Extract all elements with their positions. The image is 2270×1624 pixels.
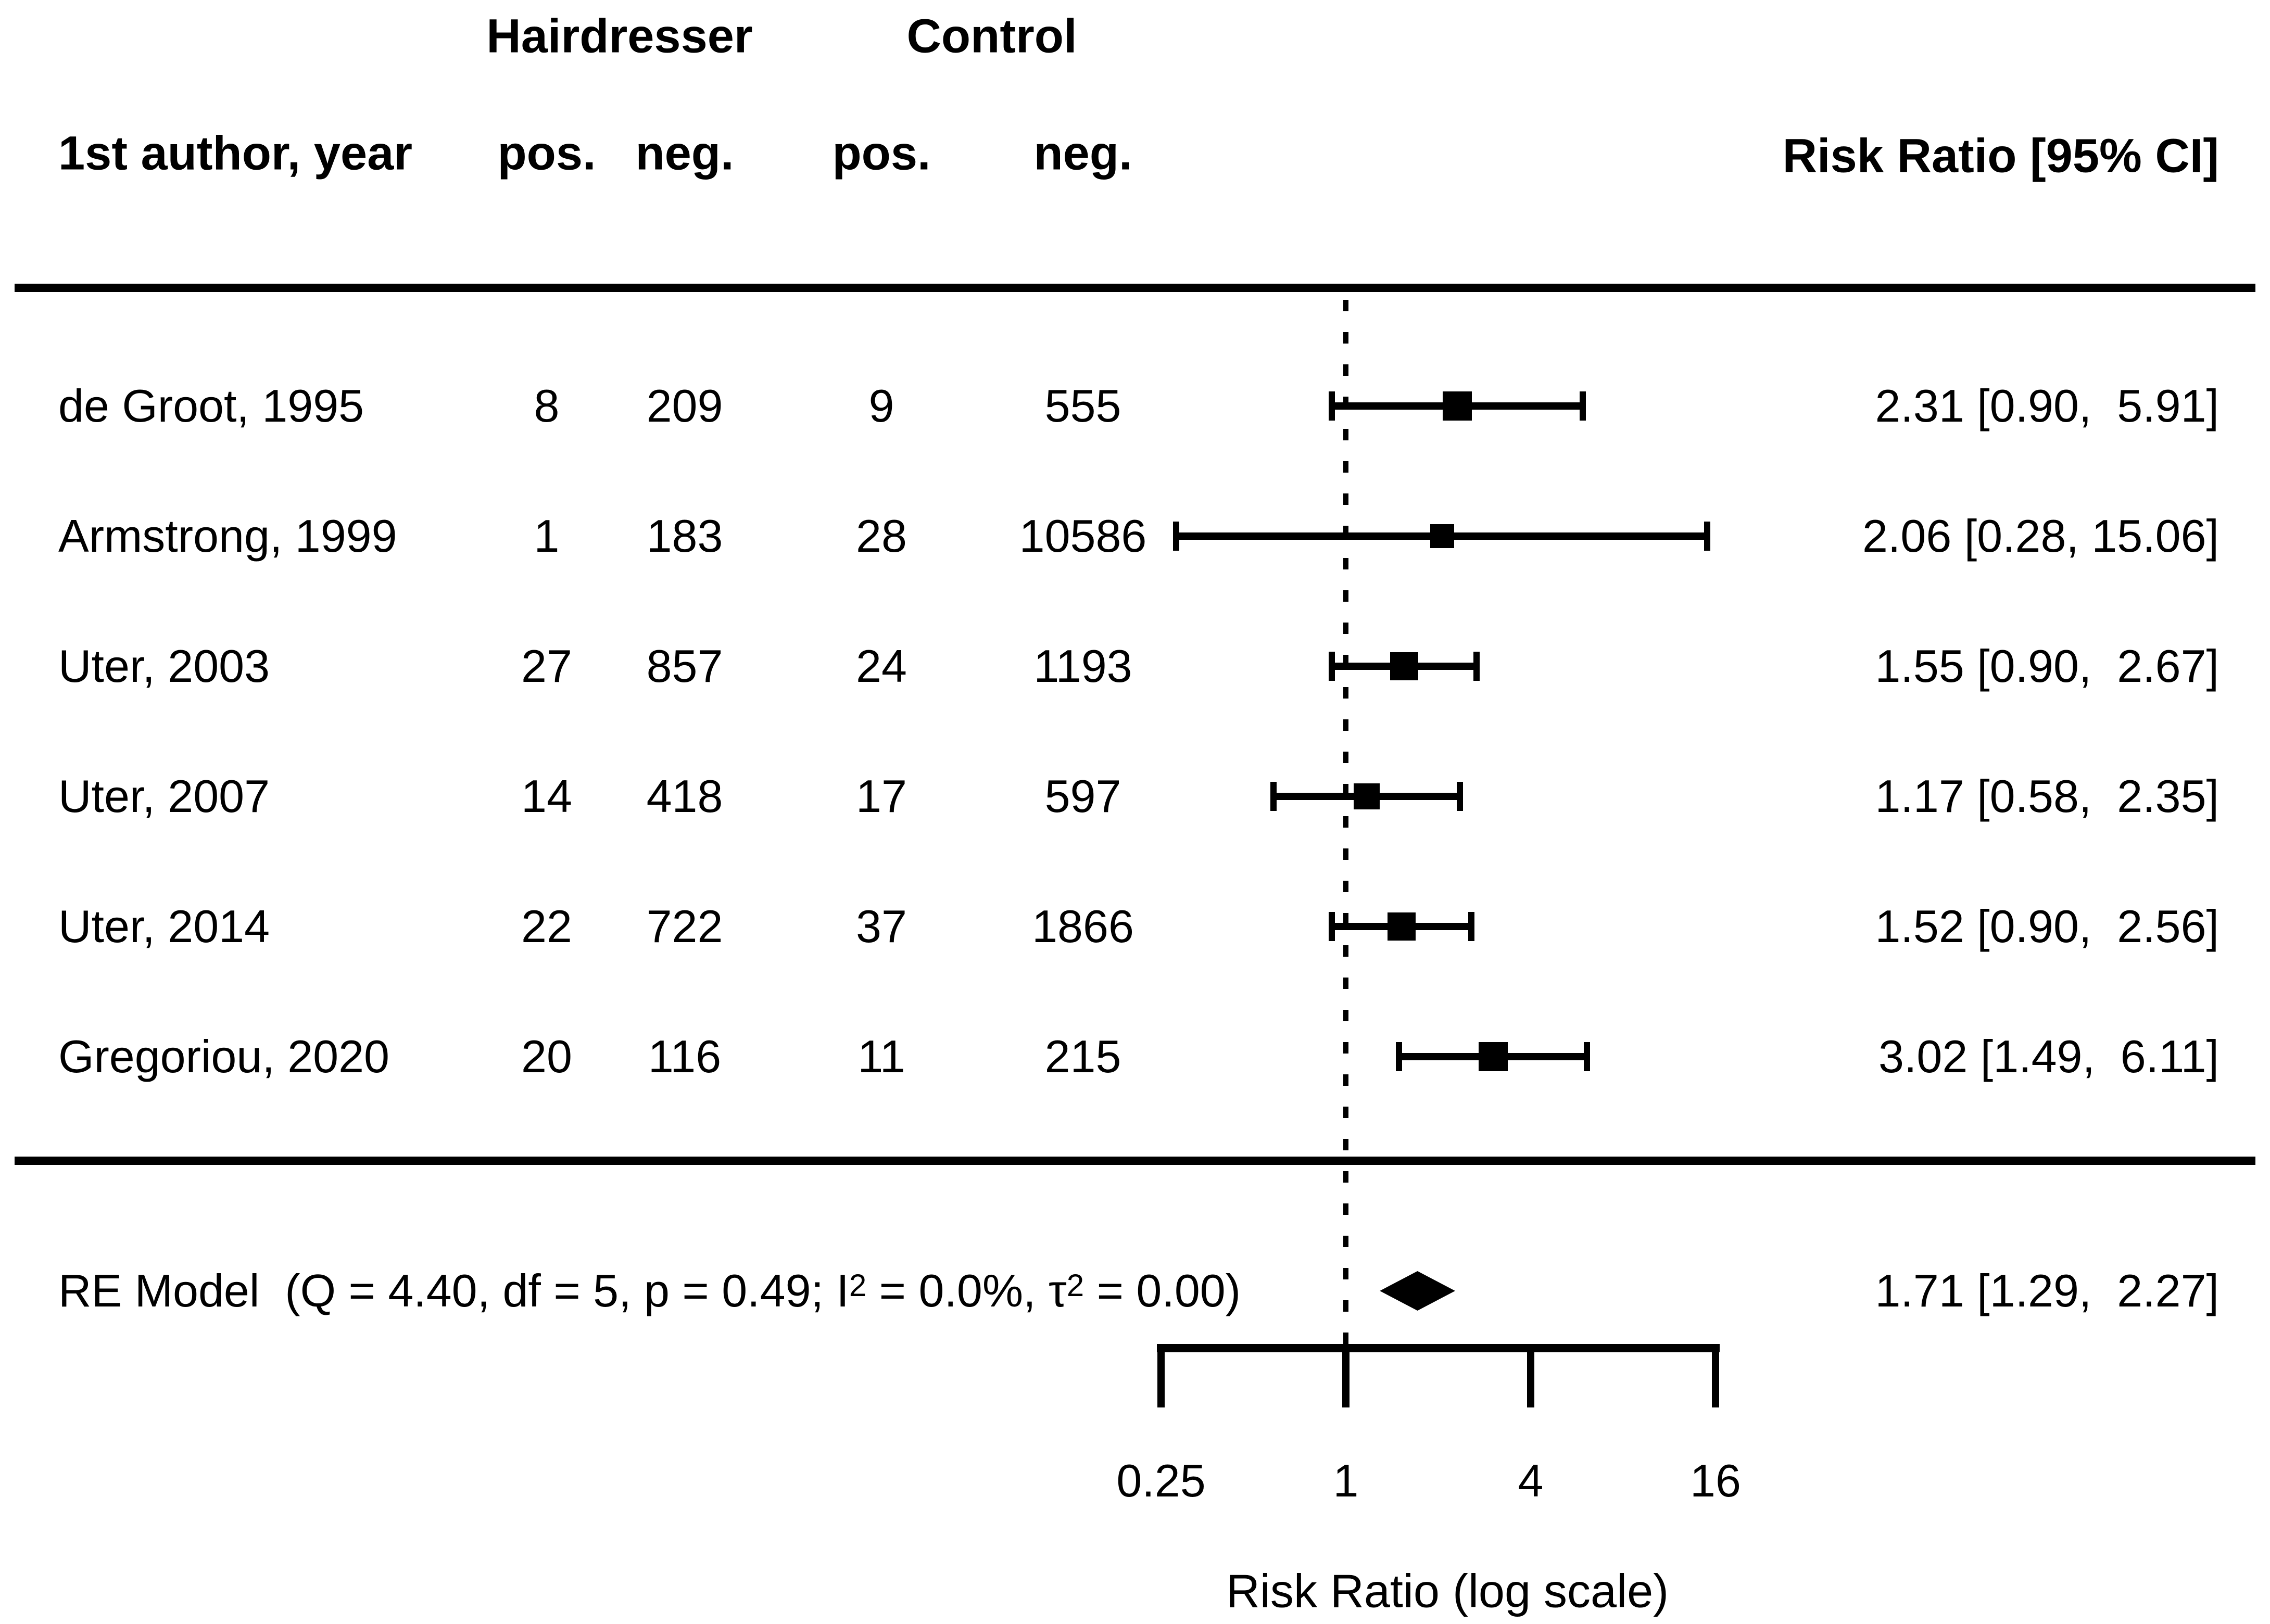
- risk-ratio-ci-value: 1.55 [0.90, 2.67]: [1875, 640, 2219, 692]
- hairdresser-pos-value: 22: [521, 900, 572, 952]
- divider-bottom: [15, 1157, 2255, 1165]
- x-axis-tick: [1527, 1351, 1534, 1407]
- summary-ci-value: 1.71 [1.29, 2.27]: [1875, 1265, 2219, 1316]
- risk-ratio-ci-value: 1.17 [0.58, 2.35]: [1875, 770, 2219, 822]
- ci-cap-low: [1270, 782, 1277, 811]
- point-estimate-square: [1354, 783, 1380, 809]
- ci-cap-low: [1396, 1042, 1403, 1071]
- column-header-hairdresser-neg: neg.: [635, 126, 734, 180]
- ci-cap-high: [1456, 782, 1463, 811]
- control-neg-value: 597: [1044, 770, 1121, 822]
- hairdresser-neg-value: 209: [646, 380, 723, 432]
- study-author: Gregoriou, 2020: [58, 1031, 389, 1082]
- x-axis-tick-label: 16: [1690, 1455, 1741, 1506]
- study-author: Armstrong, 1999: [58, 510, 397, 562]
- control-pos-value: 37: [856, 900, 907, 952]
- column-header-author: 1st author, year: [58, 126, 413, 180]
- control-pos-value: 17: [856, 770, 907, 822]
- x-axis-tick: [1342, 1351, 1350, 1407]
- study-author: Uter, 2003: [58, 640, 270, 692]
- control-pos-value: 28: [856, 510, 907, 562]
- control-neg-value: 1193: [1033, 640, 1132, 692]
- study-author: Uter, 2007: [58, 770, 270, 822]
- ci-cap-high: [1473, 652, 1480, 681]
- point-estimate-square: [1443, 391, 1472, 421]
- risk-ratio-ci-value: 3.02 [1.49, 6.11]: [1878, 1031, 2219, 1082]
- column-header-control-neg: neg.: [1033, 126, 1132, 180]
- hairdresser-pos-value: 27: [521, 640, 572, 692]
- hairdresser-neg-value: 418: [646, 770, 723, 822]
- point-estimate-square: [1388, 912, 1416, 941]
- ci-cap-low: [1329, 391, 1335, 421]
- x-axis-line: [1157, 1344, 1720, 1352]
- column-header-risk-ratio: Risk Ratio [95% CI]: [1782, 129, 2219, 183]
- point-estimate-square: [1430, 524, 1455, 548]
- control-pos-value: 24: [856, 640, 907, 692]
- summary-diamond: [1380, 1271, 1455, 1311]
- x-axis-tick-label: 1: [1333, 1455, 1359, 1506]
- ci-cap-high: [1468, 912, 1474, 941]
- control-pos-value: 9: [868, 380, 894, 432]
- hairdresser-pos-value: 8: [534, 380, 560, 432]
- risk-ratio-ci-value: 1.52 [0.90, 2.56]: [1875, 900, 2219, 952]
- reference-line: [1343, 300, 1348, 1347]
- ci-cap-high: [1704, 522, 1711, 551]
- hairdresser-neg-value: 116: [648, 1031, 722, 1082]
- study-author: Uter, 2014: [58, 900, 270, 952]
- hairdresser-pos-value: 14: [521, 770, 572, 822]
- divider-top: [15, 284, 2255, 292]
- x-axis-tick-label: 0.25: [1116, 1455, 1206, 1506]
- re-model-label: RE Model (Q = 4.40, df = 5, p = 0.49; I2…: [58, 1265, 1241, 1316]
- x-axis-title: Risk Ratio (log scale): [1226, 1565, 1669, 1618]
- column-header-control-pos: pos.: [832, 126, 931, 180]
- ci-cap-high: [1579, 391, 1586, 421]
- point-estimate-square: [1390, 652, 1419, 680]
- risk-ratio-ci-value: 2.06 [0.28, 15.06]: [1862, 510, 2219, 562]
- control-pos-value: 11: [857, 1031, 905, 1082]
- ci-cap-low: [1173, 522, 1180, 551]
- group-header-control: Control: [906, 9, 1077, 63]
- ci-cap-low: [1329, 912, 1335, 941]
- x-axis-tick: [1157, 1351, 1165, 1407]
- control-neg-value: 215: [1044, 1031, 1121, 1082]
- control-neg-value: 1866: [1032, 900, 1134, 952]
- ci-cap-low: [1329, 652, 1335, 681]
- column-header-hairdresser-pos: pos.: [497, 126, 596, 180]
- group-header-hairdresser: Hairdresser: [486, 9, 753, 63]
- x-axis-tick: [1712, 1351, 1719, 1407]
- hairdresser-neg-value: 722: [646, 900, 723, 952]
- ci-cap-high: [1584, 1042, 1591, 1071]
- point-estimate-square: [1479, 1042, 1508, 1071]
- x-axis-tick-label: 4: [1518, 1455, 1544, 1506]
- hairdresser-pos-value: 1: [534, 510, 560, 562]
- hairdresser-neg-value: 857: [646, 640, 723, 692]
- study-author: de Groot, 1995: [58, 380, 364, 432]
- control-neg-value: 555: [1044, 380, 1121, 432]
- control-neg-value: 10586: [1019, 510, 1147, 562]
- hairdresser-neg-value: 183: [646, 510, 723, 562]
- hairdresser-pos-value: 20: [521, 1031, 572, 1082]
- risk-ratio-ci-value: 2.31 [0.90, 5.91]: [1875, 380, 2219, 432]
